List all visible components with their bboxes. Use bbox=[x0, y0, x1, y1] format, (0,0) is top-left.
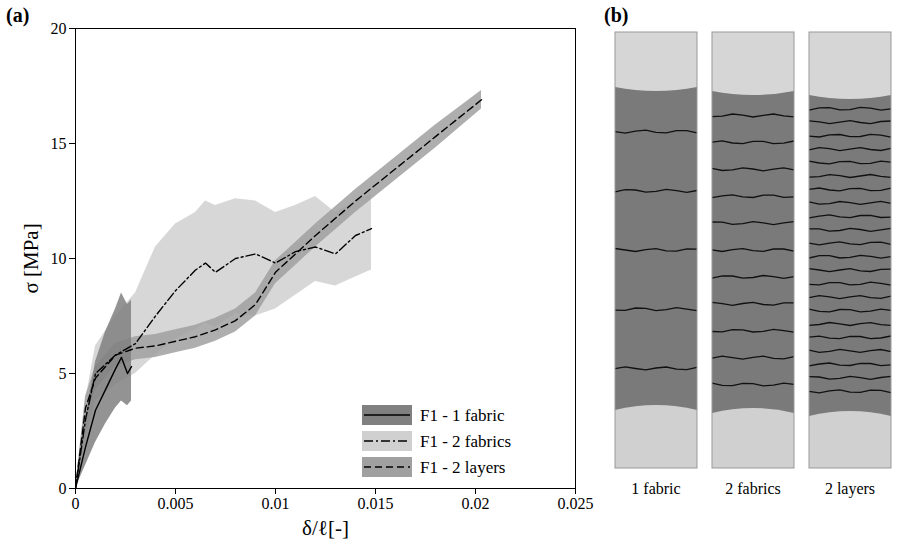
svg-text:0.015: 0.015 bbox=[358, 495, 394, 512]
svg-text:F1 - 2 fabrics: F1 - 2 fabrics bbox=[420, 432, 511, 451]
svg-text:0.01: 0.01 bbox=[262, 495, 290, 512]
svg-text:0.02: 0.02 bbox=[462, 495, 490, 512]
svg-text:(b): (b) bbox=[604, 4, 628, 27]
svg-text:F1 - 1 fabric: F1 - 1 fabric bbox=[420, 406, 505, 425]
html-text:(a): (a) bbox=[6, 4, 30, 26]
svg-text:2 fabrics: 2 fabrics bbox=[725, 480, 781, 497]
svg-text:0.025: 0.025 bbox=[558, 495, 594, 512]
svg-text:2 layers: 2 layers bbox=[825, 480, 875, 498]
svg-text:σ [MPa]: σ [MPa] bbox=[19, 223, 43, 293]
svg-text:5: 5 bbox=[59, 365, 67, 382]
svg-text:15: 15 bbox=[51, 135, 67, 152]
svg-text:1 fabric: 1 fabric bbox=[631, 480, 680, 497]
svg-text:20: 20 bbox=[51, 20, 67, 37]
svg-text:0.005: 0.005 bbox=[158, 495, 194, 512]
svg-text:10: 10 bbox=[51, 250, 67, 267]
svg-text:F1 - 2 layers: F1 - 2 layers bbox=[420, 458, 505, 477]
svg-text:0: 0 bbox=[72, 495, 80, 512]
svg-text:δ/ℓ[-]: δ/ℓ[-] bbox=[302, 516, 349, 540]
svg-text:0: 0 bbox=[59, 480, 67, 497]
